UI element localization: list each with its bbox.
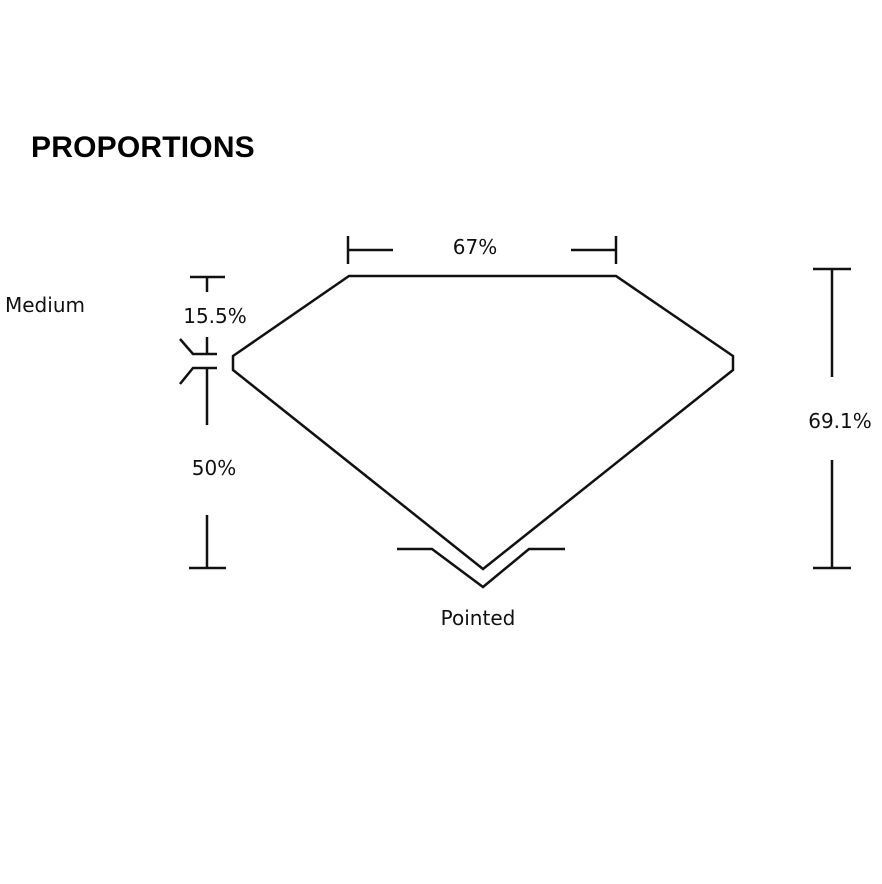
depth-dimension: 69.1% — [808, 267, 872, 570]
depth-percent-label: 69.1% — [808, 409, 872, 433]
page-title: PROPORTIONS — [31, 131, 255, 164]
diamond-outline — [231, 274, 735, 571]
table-percent-label: 67% — [453, 235, 497, 259]
crown-dimension: 15.5% — [179, 275, 247, 425]
culet-label: Pointed — [441, 606, 516, 630]
pavilion-dimension: 50% — [189, 456, 236, 570]
table-dimension: 67% — [346, 235, 618, 264]
culet-indicator: Pointed — [397, 547, 565, 630]
pavilion-percent-label: 50% — [192, 456, 236, 480]
girdle-label: Medium — [5, 293, 85, 317]
crown-percent-label: 15.5% — [183, 304, 247, 328]
